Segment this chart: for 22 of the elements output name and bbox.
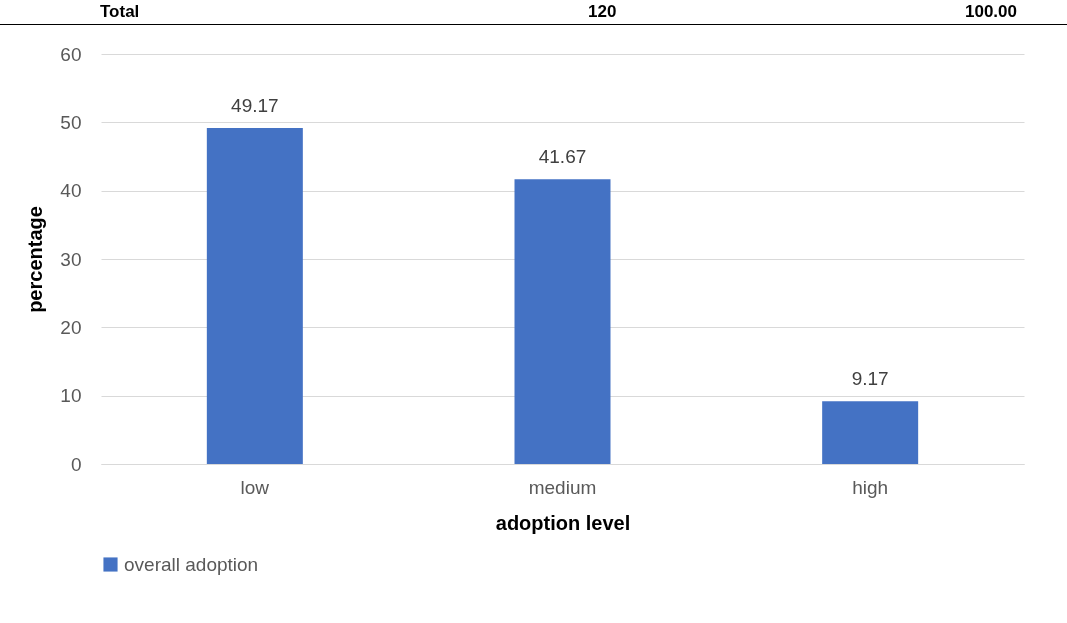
data-label: 49.17 [231,95,279,117]
data-label: 41.67 [538,146,587,168]
data-label: 9.17 [851,368,889,390]
x-tick-label: medium [528,476,597,498]
text: 120 [587,2,617,23]
bar [822,401,919,464]
y-axis-title: percentage [24,206,47,313]
y-tick-label: 40 [60,180,82,202]
text: 100.00 [964,2,1017,23]
y-tick-label: 30 [60,248,82,270]
x-tick-label: high [852,476,889,498]
y-tick-label: 0 [70,453,82,475]
text: Total [100,2,140,23]
y-tick-label: 60 [60,43,82,65]
y-tick-label: 10 [60,385,82,407]
x-axis-title: adoption level [495,511,631,534]
y-tick-label: 20 [60,316,82,338]
y-tick-label: 50 [60,111,82,133]
bar [206,128,303,464]
bar [514,179,611,464]
x-tick-label: low [240,476,270,498]
legend-label: overall adoption [124,553,259,575]
